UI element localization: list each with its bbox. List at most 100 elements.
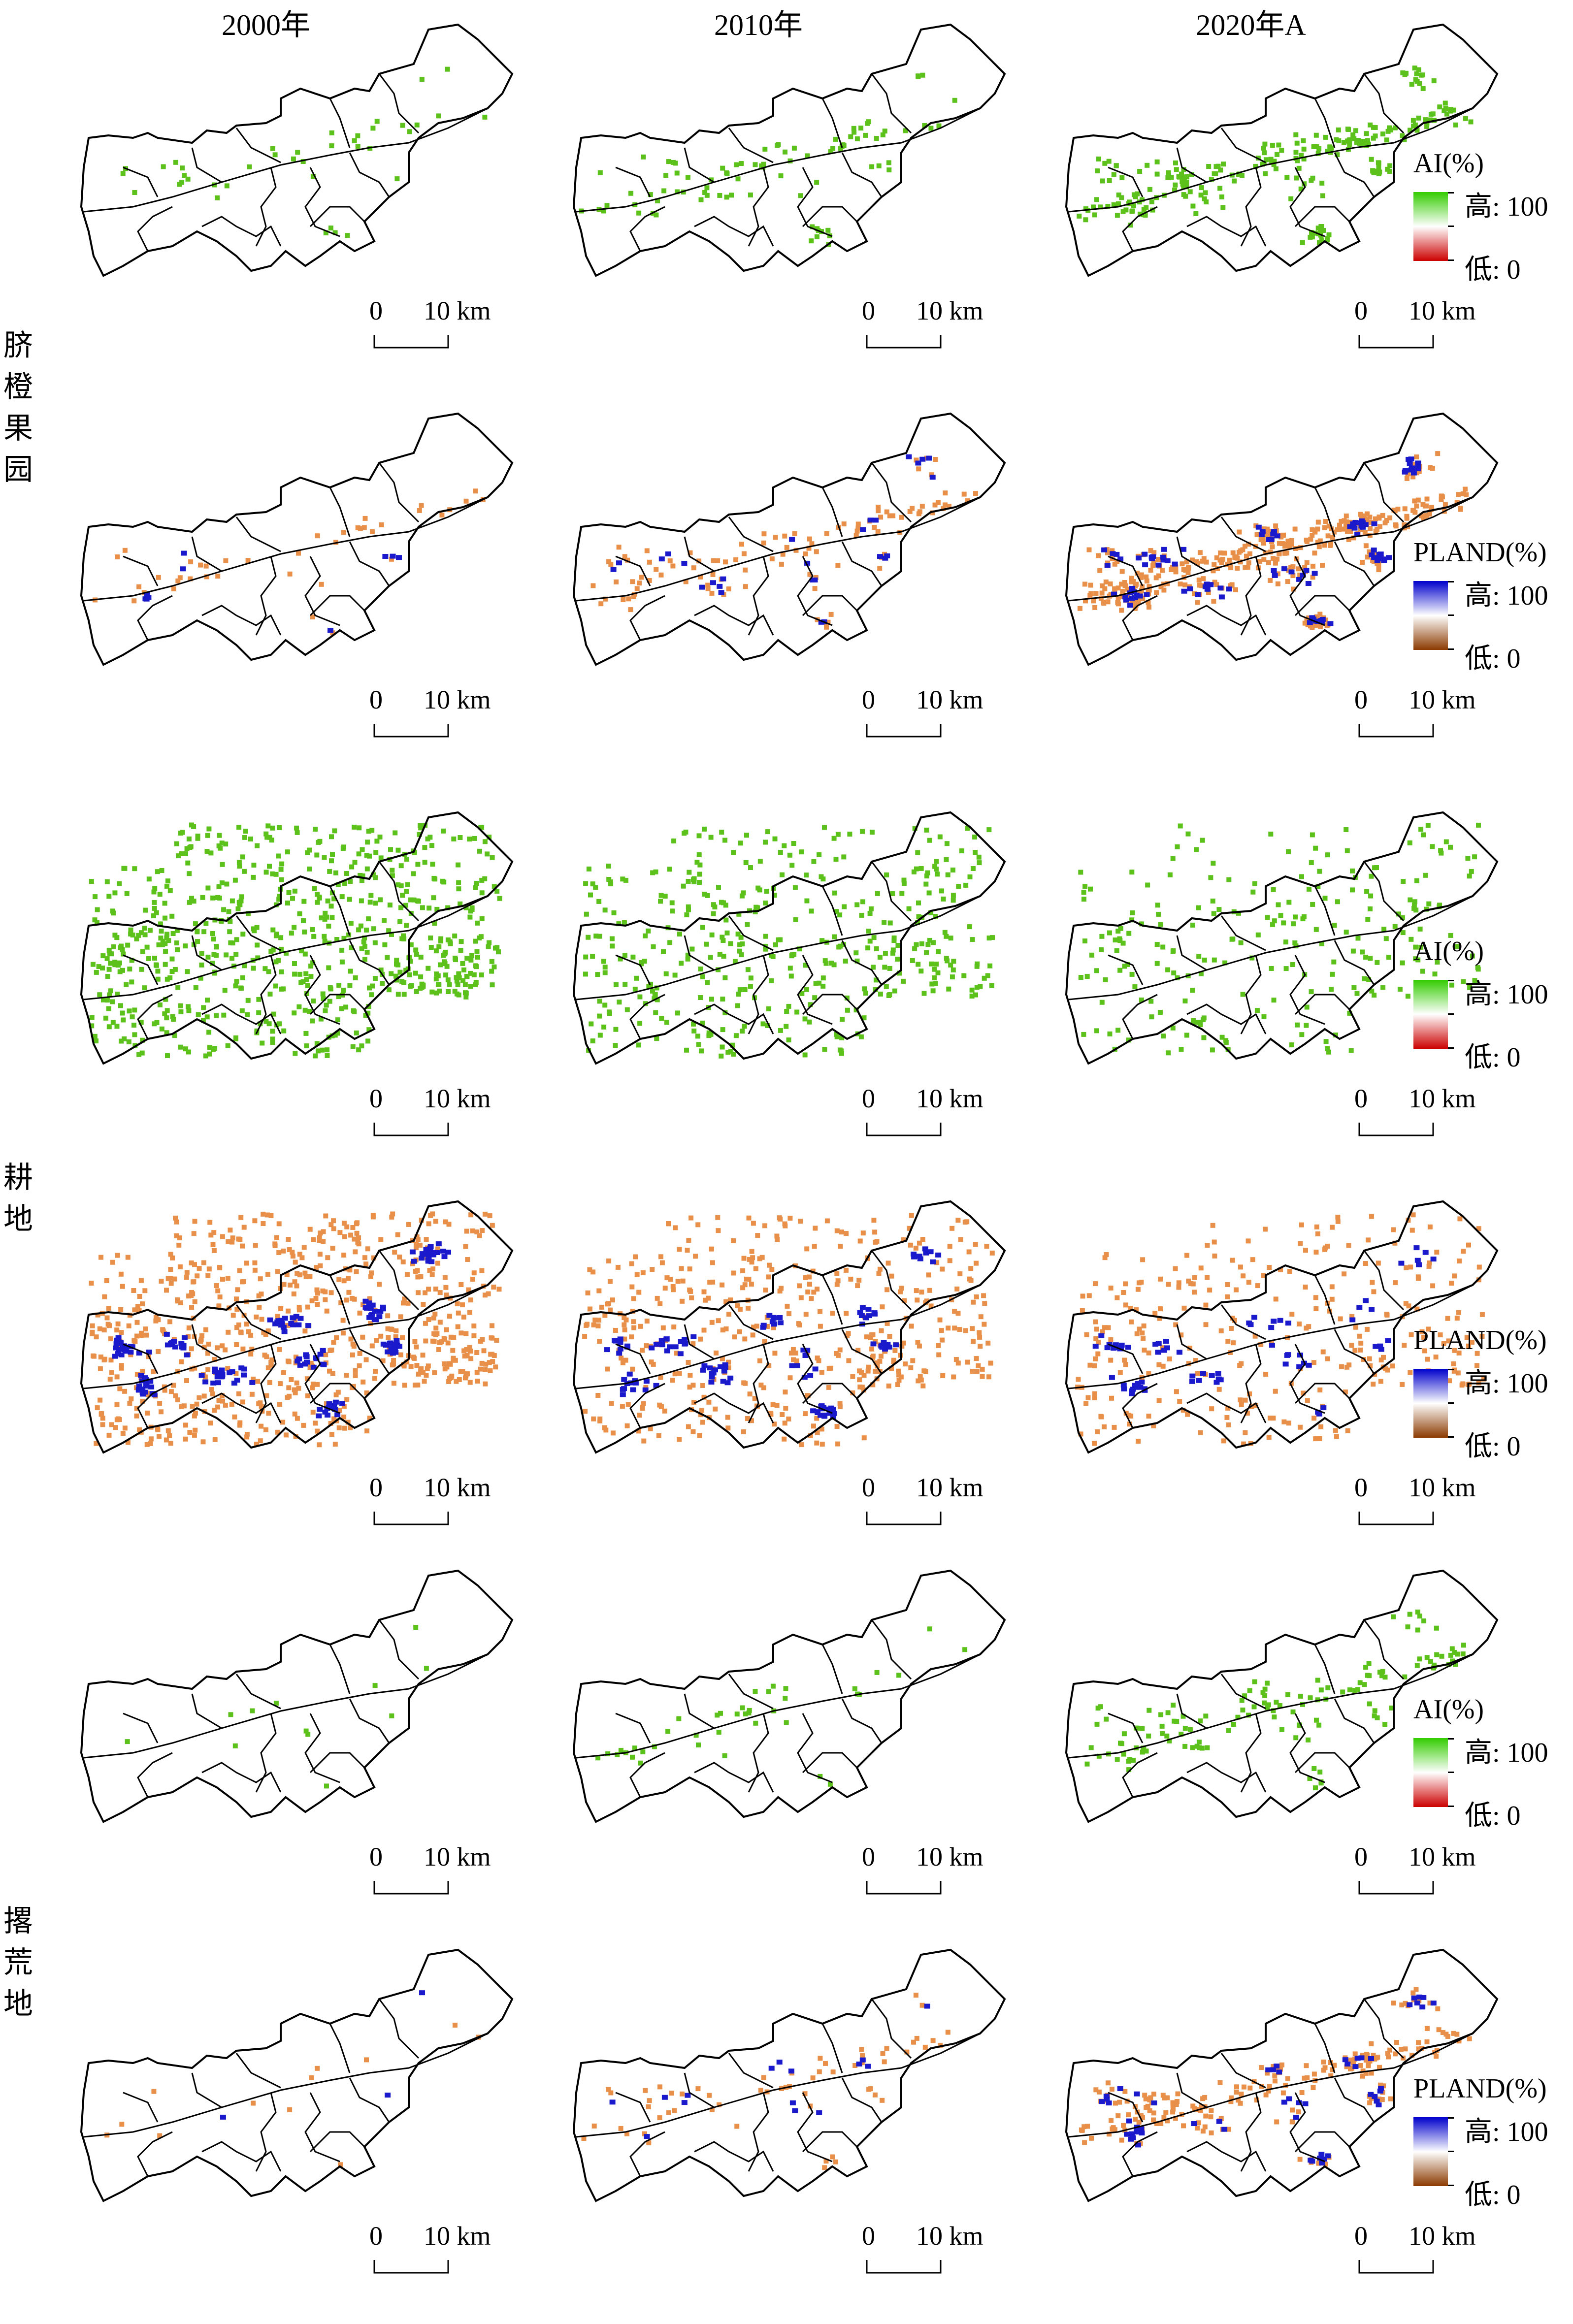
cell-point <box>286 1309 291 1314</box>
cell-point <box>764 889 769 894</box>
cell-point <box>1089 953 1094 958</box>
cell-point <box>1371 1289 1376 1294</box>
cell-point <box>961 973 966 978</box>
cell-point <box>782 1437 786 1442</box>
cell-point <box>777 1215 782 1220</box>
cell-point <box>1319 1687 1324 1692</box>
cell-point <box>134 1414 139 1419</box>
cell-point <box>1282 551 1287 556</box>
cell-point <box>264 870 269 874</box>
cell-point <box>631 1296 636 1301</box>
cell-point <box>919 941 924 946</box>
cell-point <box>809 1296 814 1301</box>
cell-point <box>1449 983 1454 988</box>
cell-point <box>414 1242 419 1247</box>
cell-point <box>686 1424 691 1429</box>
cell-point <box>1079 975 1083 980</box>
cell-point <box>813 586 818 591</box>
cell-point <box>112 890 117 895</box>
cell-point <box>145 945 150 950</box>
cell-point <box>1092 1395 1097 1400</box>
cell-point <box>750 1259 754 1264</box>
cell-point <box>1342 1271 1346 1276</box>
cell-point <box>439 513 444 517</box>
cell-point <box>155 869 160 874</box>
cell-core <box>911 1255 917 1259</box>
cell-point <box>775 1237 780 1242</box>
cell-core <box>1149 555 1155 560</box>
cell-point <box>105 974 110 979</box>
legend-color-ramp <box>1413 192 1448 261</box>
cell-point <box>798 1219 803 1224</box>
district-map <box>74 20 527 295</box>
cell-core <box>241 1373 247 1378</box>
cell-point <box>1082 884 1087 889</box>
cell-core <box>1098 1333 1104 1338</box>
cell-point <box>1160 568 1165 573</box>
cell-point <box>1182 582 1187 587</box>
cell-point <box>667 940 672 945</box>
cell-point <box>835 1228 840 1233</box>
cell-point <box>277 825 282 830</box>
cell-point <box>702 1328 707 1333</box>
cell-point <box>595 1393 600 1398</box>
cell-point <box>212 1408 217 1413</box>
cell-point <box>835 1442 840 1447</box>
cell-point <box>1212 911 1216 916</box>
cell-point <box>284 1432 289 1437</box>
cell-point <box>1113 937 1118 942</box>
cell-point <box>1270 544 1275 549</box>
cell-point <box>364 853 369 858</box>
cell-point <box>778 1028 783 1033</box>
cell-point <box>882 965 887 969</box>
cell-point <box>1164 1734 1169 1739</box>
cell-point <box>872 935 877 940</box>
cell-point <box>1147 187 1152 192</box>
cell-point <box>724 170 729 175</box>
cell-core <box>1371 555 1377 560</box>
cell-point <box>491 1285 496 1290</box>
cell-point <box>1220 205 1225 210</box>
cell-point <box>313 1054 318 1059</box>
cell-point <box>588 893 593 898</box>
cell-point <box>725 931 730 936</box>
cell-point <box>389 1713 394 1718</box>
cell-point <box>459 948 463 953</box>
cell-core <box>394 1343 400 1348</box>
cell-core <box>917 1254 922 1259</box>
cell-point <box>1092 1441 1097 1446</box>
cell-core <box>1360 525 1366 530</box>
cell-point <box>377 1282 382 1287</box>
cell-point <box>160 1027 164 1032</box>
cell-core <box>618 1340 623 1345</box>
cell-point <box>681 1279 686 1284</box>
cell-point <box>323 1352 328 1357</box>
cell-point <box>971 866 976 871</box>
scale-distance: 10 km <box>1409 1841 1476 1872</box>
cell-core <box>411 1259 417 1264</box>
cell-point <box>1212 958 1217 963</box>
cell-point <box>740 894 745 899</box>
cell-point <box>233 1036 238 1041</box>
scale-distance: 10 km <box>916 1472 983 1503</box>
cell-point <box>1114 1295 1119 1300</box>
legend-color-ramp <box>1413 1738 1448 1807</box>
cell-core <box>383 1343 389 1348</box>
cell-point <box>890 951 895 956</box>
cell-point <box>1323 896 1328 901</box>
cell-point <box>1198 1022 1203 1027</box>
cell-point <box>1433 971 1438 976</box>
cell-point <box>735 1303 740 1308</box>
cell-core <box>1306 581 1311 586</box>
cell-point <box>641 155 646 160</box>
cell-point <box>1295 1023 1300 1028</box>
cell-point <box>419 955 424 960</box>
cell-point <box>1255 1008 1260 1013</box>
cell-point <box>597 1339 602 1344</box>
cell-point <box>1363 1261 1368 1266</box>
cell-point <box>765 829 770 834</box>
cell-point <box>315 1288 320 1292</box>
